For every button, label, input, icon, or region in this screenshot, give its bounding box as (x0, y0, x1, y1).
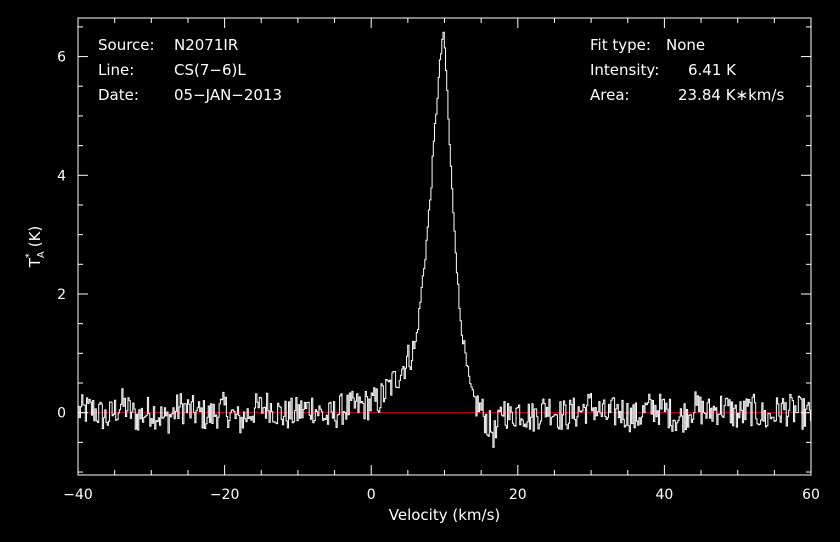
area-value: 23.84 K∗km/s (678, 86, 784, 104)
x-tick-label: 60 (802, 487, 820, 503)
intensity-label: Intensity: (590, 61, 659, 79)
source-label: Source: (98, 36, 155, 54)
y-tick-label: 4 (57, 168, 66, 184)
y-axis-label-unit: (K) (26, 226, 44, 248)
intensity-value: 6.41 K (688, 61, 737, 79)
fit-type-label: Fit type: (590, 36, 651, 54)
line-label: Line: (98, 61, 134, 79)
info-block-right: Fit type: None Intensity: 6.41 K Area: 2… (590, 36, 784, 104)
series-layer (78, 31, 811, 448)
y-tick-label: 2 (57, 287, 66, 303)
x-tick-label: 20 (509, 487, 527, 503)
fit-type-value: None (666, 36, 705, 54)
spectrum-line (78, 31, 811, 448)
x-tick-label: 40 (655, 487, 673, 503)
info-block-left: Source: N2071IR Line: CS(7−6)L Date: 05−… (98, 36, 282, 104)
y-axis-label-sub: A (36, 251, 47, 258)
area-label: Area: (590, 86, 630, 104)
y-tick-label: 6 (57, 50, 66, 66)
tick-labels-layer: −40 −20 0 20 40 60 0 2 4 6 (57, 50, 820, 503)
x-tick-label: −40 (63, 487, 93, 503)
x-tick-label: −20 (210, 487, 240, 503)
y-tick-label: 0 (57, 406, 66, 422)
x-tick-label: 0 (367, 487, 376, 503)
x-axis-label: Velocity (km/s) (389, 506, 500, 524)
y-axis-label-sup: * (24, 253, 35, 258)
y-axis-label: TA* (K) (24, 226, 47, 269)
line-value: CS(7−6)L (174, 61, 246, 79)
ticks-layer (77, 18, 812, 475)
y-axis-label-base: T (26, 257, 44, 268)
source-value: N2071IR (174, 36, 238, 54)
date-value: 05−JAN−2013 (174, 86, 282, 104)
date-label: Date: (98, 86, 139, 104)
